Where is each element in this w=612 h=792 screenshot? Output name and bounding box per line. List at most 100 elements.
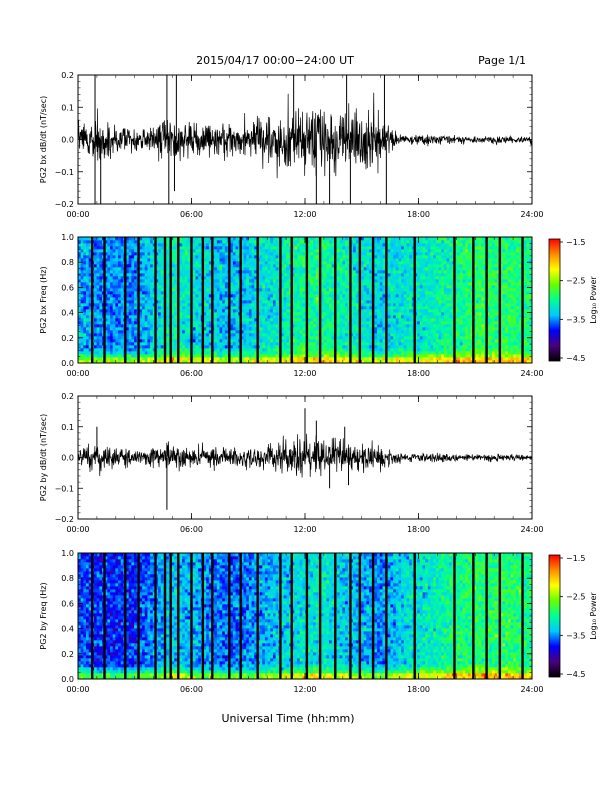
spectrogram-cell <box>171 354 175 358</box>
spectrogram-cell <box>208 342 212 346</box>
spectrogram-cell <box>232 255 236 259</box>
spectrogram-cell <box>184 348 188 352</box>
spectrogram-cell <box>323 306 327 310</box>
spectrogram-cell <box>150 327 154 331</box>
spectrogram-cell <box>80 246 84 250</box>
spectrogram-cell <box>342 303 346 307</box>
spectrogram-cell <box>270 243 274 247</box>
spectrogram-cell <box>288 360 292 364</box>
spectrogram-cell <box>350 267 354 271</box>
spectrogram-cell <box>272 348 276 352</box>
spectrogram-cell <box>353 258 357 262</box>
spectrogram-cell <box>187 246 191 250</box>
spectrogram-cell <box>246 309 250 313</box>
spectrogram-cell <box>291 261 295 265</box>
spectrogram-cell <box>291 330 295 334</box>
spectrogram-cell <box>235 291 239 295</box>
spectrogram-cell <box>323 288 327 292</box>
spectrogram-cell <box>235 357 239 361</box>
spectrogram-cell <box>206 348 210 352</box>
spectrogram-cell <box>198 324 202 328</box>
spectrogram-cell <box>288 342 292 346</box>
spectrogram-cell <box>294 255 298 259</box>
spectrogram-cell <box>206 282 210 286</box>
spectrogram-cell <box>353 348 357 352</box>
spectrogram-cell <box>270 261 274 265</box>
spectrogram-cell <box>366 300 370 304</box>
spectrogram-cell <box>326 351 330 355</box>
spectrogram-cell <box>187 249 191 253</box>
spectrogram-cell <box>134 252 138 256</box>
spectrogram-cell <box>174 249 178 253</box>
spectrogram-cell <box>86 294 90 298</box>
spectrogram-cell <box>179 348 183 352</box>
spectrogram-cell <box>222 276 226 280</box>
spectrogram-cell <box>150 318 154 322</box>
spectrogram-cell <box>192 258 196 262</box>
spectrogram-cell <box>219 312 223 316</box>
spectrogram-cell <box>326 270 330 274</box>
spectrogram-cell <box>195 336 199 340</box>
spectrogram-cell <box>350 285 354 289</box>
spectrogram-cell <box>184 276 188 280</box>
spectrogram-cell <box>374 288 378 292</box>
spectrogram-cell <box>224 237 228 241</box>
spectrogram-cell <box>302 291 306 295</box>
spectrogram-cell <box>171 333 175 337</box>
spectrogram-cell <box>184 291 188 295</box>
spectrogram-cell <box>337 252 341 256</box>
spectrogram-cell <box>307 342 311 346</box>
spectrogram-cell <box>174 345 178 349</box>
spectrogram-cell <box>264 294 268 298</box>
spectrogram-cell <box>214 243 218 247</box>
spectrogram-cell <box>267 327 271 331</box>
spectrogram-cell <box>110 246 114 250</box>
spectrogram-cell <box>286 252 290 256</box>
spectrogram-cell <box>96 312 100 316</box>
spectrogram-cell <box>374 303 378 307</box>
spectrogram-cell <box>158 249 162 253</box>
spectrogram-cell <box>342 309 346 313</box>
spectrogram-cell <box>160 306 164 310</box>
spectrogram-cell <box>99 237 103 241</box>
spectrogram-cell <box>147 315 151 319</box>
spectrogram-cell <box>310 246 314 250</box>
spectrogram-cell <box>206 297 210 301</box>
spectrogram-cell <box>219 339 223 343</box>
spectrogram-cell <box>179 270 183 274</box>
spectrogram-cell <box>182 360 186 364</box>
spectrogram-cell <box>310 336 314 340</box>
spectrogram-cell <box>267 348 271 352</box>
spectrogram-cell <box>88 252 92 256</box>
spectrogram-cell <box>345 267 349 271</box>
spectrogram-cell <box>361 246 365 250</box>
spectrogram-cell <box>134 300 138 304</box>
spectrogram-cell <box>331 312 335 316</box>
spectrogram-cell <box>345 297 349 301</box>
spectrogram-cell <box>283 276 287 280</box>
spectrogram-cell <box>214 291 218 295</box>
spectrogram-cell <box>179 333 183 337</box>
spectrogram-cell <box>192 240 196 244</box>
spectrogram-cell <box>179 303 183 307</box>
spectrogram-cell <box>345 237 349 241</box>
spectrogram-cell <box>78 297 82 301</box>
spectrogram-cell <box>270 321 274 325</box>
spectrogram-cell <box>355 339 359 343</box>
spectrogram-cell <box>86 336 90 340</box>
spectrogram-cell <box>355 288 359 292</box>
spectrogram-cell <box>120 273 124 277</box>
spectrogram-cell <box>307 240 311 244</box>
spectrogram-cell <box>270 267 274 271</box>
spectrogram-cell <box>107 273 111 277</box>
spectrogram-cell <box>166 258 170 262</box>
spectrogram-cell <box>206 288 210 292</box>
spectrogram-cell <box>195 351 199 355</box>
spectrogram-cell <box>131 306 135 310</box>
spectrogram-cell <box>152 288 156 292</box>
spectrogram-cell <box>283 249 287 253</box>
spectrogram-cell <box>382 351 386 355</box>
spectrogram-cell <box>307 306 311 310</box>
spectrogram-cell <box>369 270 373 274</box>
spectrogram-cell <box>243 282 247 286</box>
